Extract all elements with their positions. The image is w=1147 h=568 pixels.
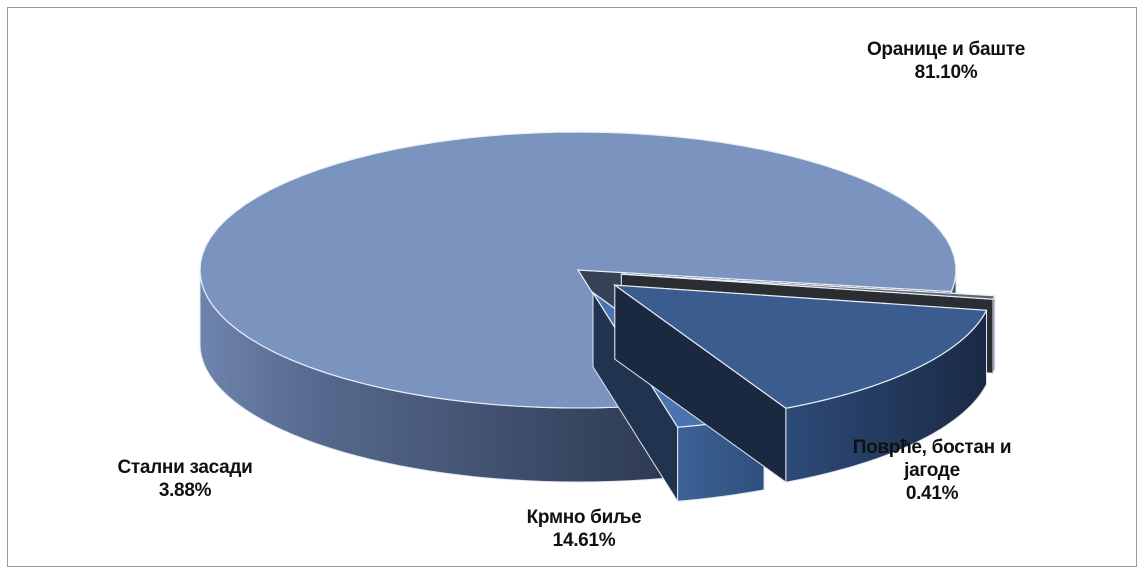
label-krmno-name: Крмно биље — [526, 507, 642, 528]
label-povrce: Поврће, бостан и јагоде 0.41% — [826, 436, 1038, 505]
slice-povrce-top — [621, 273, 996, 300]
slice-oranice-top — [199, 131, 957, 409]
label-povrce-value: 0.41% — [905, 483, 959, 504]
label-oranice: Оранице и баште 81.10% — [846, 38, 1046, 84]
label-krmno-value: 14.61% — [552, 530, 616, 551]
label-krmno: Крмно биље 14.61% — [484, 506, 684, 552]
slice-povrce-side-2 — [992, 295, 996, 374]
label-stalni-value: 3.88% — [158, 480, 212, 501]
slice-krmno-top — [612, 284, 988, 409]
label-stalni: Стални засади 3.88% — [90, 456, 280, 502]
label-oranice-name: Оранице и баште — [866, 39, 1026, 60]
chart-frame: Оранице и баште 81.10% Поврће, бостан и … — [7, 7, 1137, 567]
label-oranice-value: 81.10% — [914, 62, 978, 83]
pie-chart — [199, 131, 996, 503]
label-stalni-name: Стални засади — [117, 457, 253, 478]
label-povrce-name-line2: јагоде — [904, 460, 960, 481]
label-povrce-name: Поврће, бостан и — [852, 437, 1012, 458]
